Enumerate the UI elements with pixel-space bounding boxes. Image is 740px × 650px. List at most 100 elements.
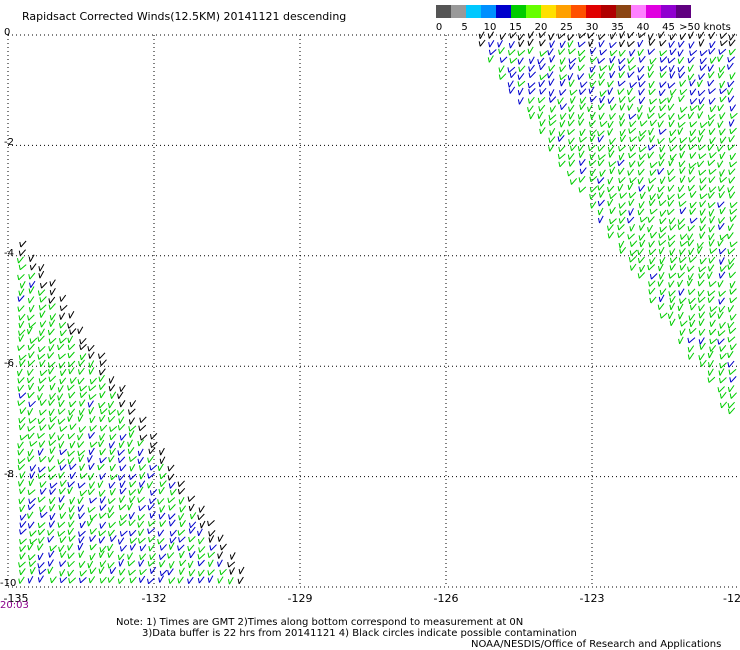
wind-barb xyxy=(728,176,736,184)
wind-barb xyxy=(48,473,57,480)
wind-barb xyxy=(108,529,115,537)
wind-barb xyxy=(718,297,725,305)
wind-barb xyxy=(549,55,556,63)
wind-barb xyxy=(88,431,95,439)
wind-barb xyxy=(60,368,67,377)
wind-barb xyxy=(27,343,35,351)
wind-barb xyxy=(718,368,725,376)
wind-barb xyxy=(17,377,25,384)
wind-barb xyxy=(687,345,695,353)
wind-barb xyxy=(48,455,55,463)
wind-barb xyxy=(178,536,186,543)
wind-barb xyxy=(79,472,88,479)
wind-barb xyxy=(48,398,55,406)
wind-barb xyxy=(177,480,185,487)
wind-barb xyxy=(147,472,156,479)
wind-barb xyxy=(679,143,686,151)
wind-barb xyxy=(198,537,205,545)
wind-barb xyxy=(648,199,656,207)
wind-barb xyxy=(709,344,717,352)
wind-barb xyxy=(688,313,696,321)
wind-barb xyxy=(648,177,657,184)
wind-barb xyxy=(229,552,236,560)
wind-barb xyxy=(99,359,107,366)
wind-barb xyxy=(58,495,65,503)
wind-barb xyxy=(699,121,708,129)
wind-barb xyxy=(507,66,516,73)
wind-barb xyxy=(648,38,656,46)
wind-barb xyxy=(37,575,44,583)
wind-barb xyxy=(717,160,724,168)
wind-barb xyxy=(567,34,575,41)
wind-barb xyxy=(659,65,668,72)
wind-barb xyxy=(18,288,25,296)
wind-barb xyxy=(39,487,47,495)
wind-barb xyxy=(708,239,715,247)
wind-barb xyxy=(708,280,717,287)
wind-barb xyxy=(117,456,126,464)
wind-barb xyxy=(719,169,725,177)
wind-barb xyxy=(688,327,697,335)
wind-barb xyxy=(709,56,717,64)
wind-barb xyxy=(578,150,585,158)
wind-barb xyxy=(537,111,544,120)
wind-barb xyxy=(128,430,135,438)
wind-barb xyxy=(637,208,645,216)
wind-barb xyxy=(118,440,125,449)
wind-barb xyxy=(708,71,715,79)
wind-barb xyxy=(78,359,85,367)
wind-barb xyxy=(39,359,46,367)
wind-barb xyxy=(638,134,646,142)
wind-barb xyxy=(497,40,503,48)
wind-barb xyxy=(697,279,705,287)
wind-barb xyxy=(728,119,735,127)
wind-barb xyxy=(607,80,614,88)
wind-barb xyxy=(207,575,214,583)
wind-barb xyxy=(557,153,566,160)
wind-barb xyxy=(89,481,96,489)
colorbar-swatch xyxy=(661,5,676,18)
colorbar-swatch xyxy=(646,5,661,18)
wind-barb xyxy=(708,97,716,105)
wind-barb xyxy=(17,463,26,471)
wind-barb xyxy=(207,520,215,527)
wind-barb xyxy=(638,146,647,153)
wind-barb xyxy=(648,127,654,136)
wind-barb xyxy=(58,441,65,449)
wind-barb xyxy=(39,424,47,431)
wind-barb xyxy=(138,575,146,583)
wind-barb xyxy=(89,497,98,504)
wind-barb xyxy=(597,177,605,184)
wind-barb xyxy=(57,418,66,425)
wind-barb xyxy=(79,391,88,399)
wind-barb xyxy=(527,46,534,55)
wind-barb xyxy=(629,120,637,128)
wind-barb xyxy=(77,504,84,512)
wind-barb xyxy=(37,528,46,536)
wind-barb xyxy=(38,377,47,384)
wind-barb xyxy=(667,234,676,241)
wind-barb xyxy=(688,162,697,169)
wind-barb xyxy=(678,336,684,345)
wind-barb xyxy=(58,353,66,360)
wind-barb xyxy=(687,239,695,247)
wind-barb xyxy=(667,82,676,89)
wind-barb xyxy=(189,551,196,559)
wind-barb xyxy=(650,231,657,239)
wind-barb xyxy=(88,447,95,456)
wind-barb xyxy=(729,376,737,383)
wind-barb xyxy=(719,176,728,183)
wind-barb xyxy=(617,88,625,95)
wind-barb xyxy=(728,33,736,41)
wind-barb xyxy=(38,264,45,272)
wind-barb xyxy=(128,408,136,415)
wind-barb xyxy=(609,166,616,175)
wind-barb xyxy=(647,264,656,271)
wind-barb xyxy=(729,161,738,168)
wind-barb xyxy=(159,520,167,528)
wind-barb xyxy=(48,344,55,352)
colorbar-swatch xyxy=(466,5,481,18)
wind-barb xyxy=(679,263,687,271)
wind-barb xyxy=(57,530,66,537)
wind-barb xyxy=(688,41,695,49)
